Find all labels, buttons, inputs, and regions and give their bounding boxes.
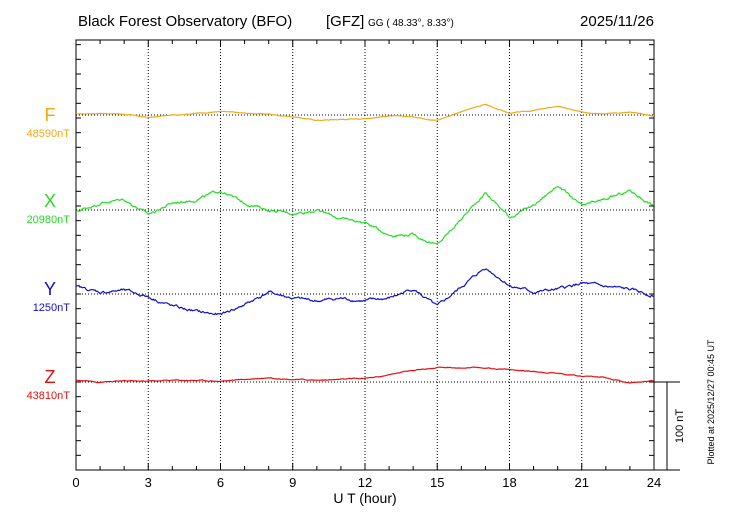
vertical-gridlines [147, 40, 583, 470]
series-line-X [76, 186, 655, 245]
series-baseline-X: 20980nT [27, 214, 71, 226]
series-name-Y: Y [44, 279, 56, 299]
series-name-F: F [45, 105, 56, 125]
x-tick-label-6: 6 [217, 475, 224, 490]
series-name-X: X [44, 191, 56, 211]
series-line-Z [75, 366, 655, 384]
series-baseline-F: 48590nT [27, 128, 71, 140]
institute-label: [GFZ] [326, 13, 364, 30]
x-tick-label-0: 0 [72, 475, 79, 490]
date-label: 2025/11/26 [580, 13, 654, 30]
observatory-title: Black Forest Observatory (BFO) [78, 13, 292, 30]
plot-frame [75, 39, 655, 471]
series-baseline-Y: 1250nT [33, 302, 71, 314]
series-name-Z: Z [45, 367, 56, 387]
coordinates-label: GG ( 48.33°, 8.33°) [368, 18, 454, 29]
series-labels: F 48590nT X 20980nT Y 1250nT Z 43810nT [27, 105, 71, 402]
scale-bar-label: 100 nT [674, 409, 686, 444]
series-lines [75, 103, 655, 384]
x-tick-label-24: 24 [647, 475, 661, 490]
series-line-F [75, 103, 654, 122]
axis-ticks [75, 40, 655, 471]
plotted-timestamp: Plotted at 2025/12/27 00:45 UT [706, 339, 716, 465]
x-tick-label-9: 9 [289, 475, 296, 490]
x-tick-label-15: 15 [430, 475, 444, 490]
x-tick-labels: 0 3 6 9 12 15 18 21 24 [72, 475, 661, 490]
baselines [76, 114, 654, 383]
series-line-Y [75, 268, 655, 316]
x-tick-label-3: 3 [145, 475, 152, 490]
x-axis-label: U T (hour) [333, 490, 396, 506]
x-tick-label-12: 12 [358, 475, 372, 490]
series-baseline-Z: 43810nT [27, 390, 71, 402]
x-tick-label-21: 21 [575, 475, 589, 490]
x-tick-label-18: 18 [502, 475, 516, 490]
